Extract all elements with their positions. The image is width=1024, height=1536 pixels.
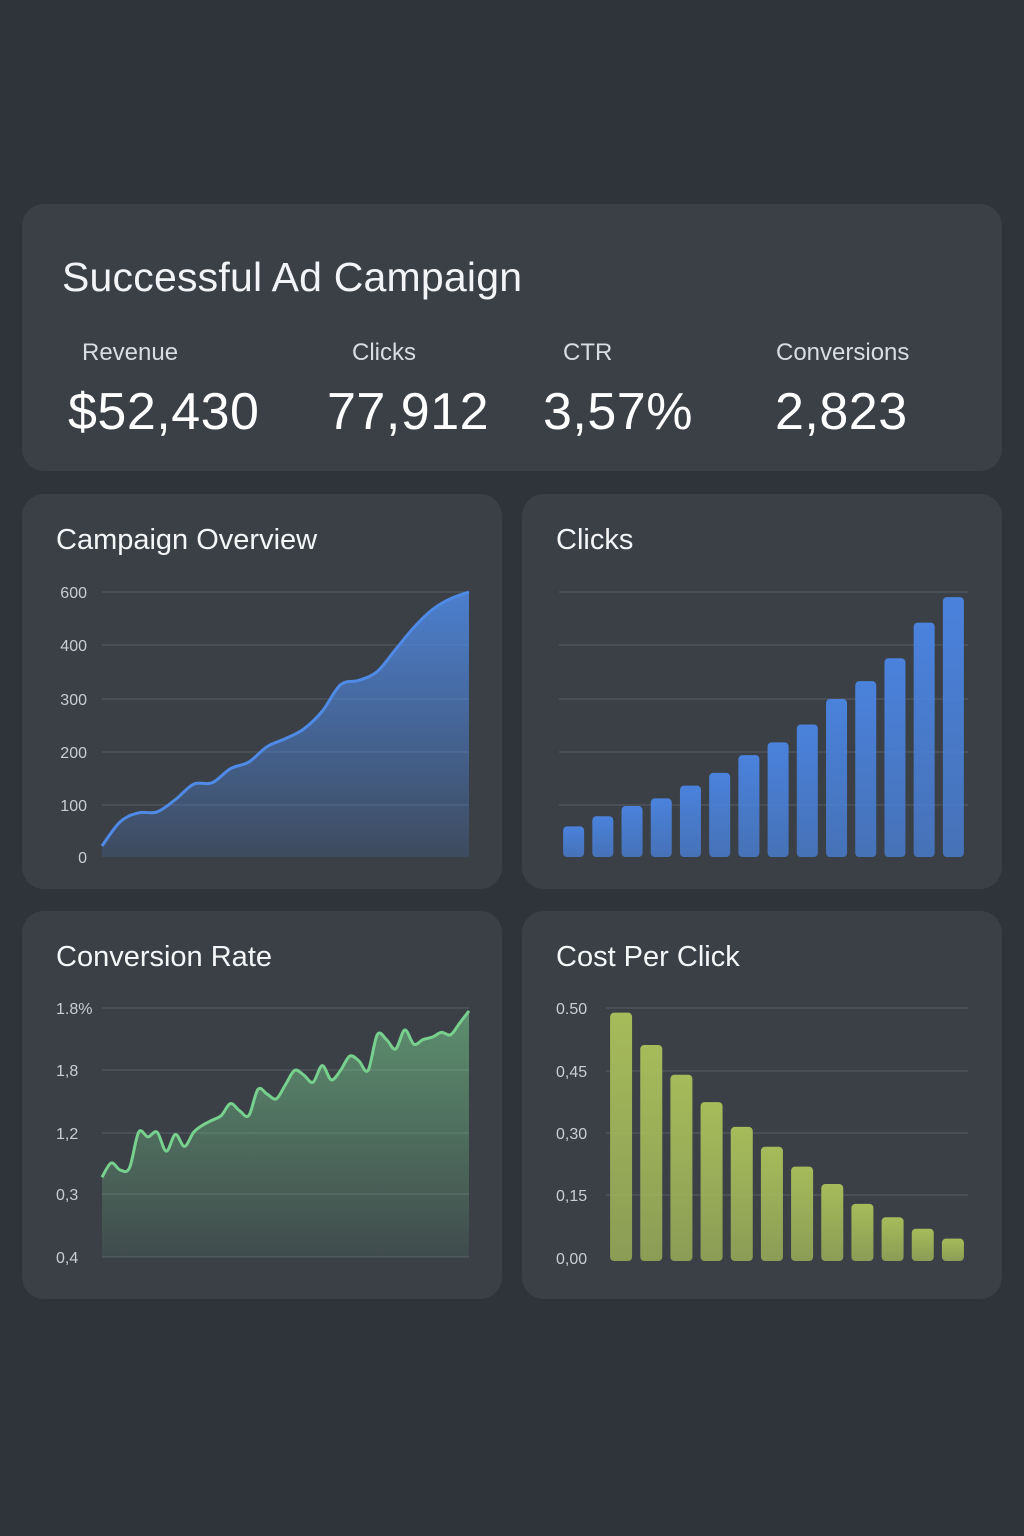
metric-value-revenue: $52,430	[68, 383, 260, 441]
cpc-bar	[700, 1102, 723, 1261]
conversion-rate-card: Conversion Rate 0,4 0,3 1,2 1,8 1.8%	[22, 911, 502, 1299]
cpc-y-tick-label: 0.50	[556, 1001, 587, 1018]
clicks-bar	[563, 826, 585, 857]
conversion-y-tick-label: 1,2	[56, 1126, 78, 1143]
cpc-bar	[851, 1203, 874, 1261]
clicks-bar	[942, 597, 964, 857]
conversion-rate-title: Conversion Rate	[56, 941, 272, 973]
cpc-bar	[610, 1012, 633, 1261]
overview-y-tick-label: 300	[60, 692, 87, 709]
metric-label-ctr: CTR	[563, 339, 613, 366]
clicks-bar	[884, 658, 906, 857]
overview-area-fill	[102, 592, 469, 857]
cost-per-click-chart: 0,00 0,15 0,30 0,45 0.50	[556, 1001, 968, 1268]
cpc-bar	[760, 1146, 783, 1261]
conversion-series-line	[100, 1010, 471, 1179]
metric-label-conversions: Conversions	[776, 339, 910, 366]
cpc-bar	[911, 1228, 934, 1261]
overview-y-tick-label: 400	[60, 638, 87, 655]
overview-y-tick-label: 600	[60, 585, 87, 602]
metric-value-conversions: 2,823	[775, 383, 908, 441]
overview-y-tick-label: 0	[78, 850, 87, 867]
campaign-overview-chart: 0 100 200 300 400 600	[60, 585, 470, 867]
clicks-bar	[913, 622, 935, 857]
cost-per-click-card: Cost Per Click 0,00 0,15 0,30 0,45 0.50	[522, 911, 1002, 1299]
cpc-y-tick-label: 0,00	[556, 1251, 587, 1268]
clicks-bar	[738, 755, 760, 857]
cpc-bar	[821, 1184, 844, 1261]
cpc-bar	[730, 1126, 753, 1261]
conversion-area-fill	[102, 1011, 469, 1257]
clicks-bar	[621, 806, 643, 857]
campaign-overview-card: Campaign Overview 0 100 200 300 400 600	[22, 494, 502, 889]
metric-value-clicks: 77,912	[327, 383, 490, 441]
overview-y-tick-label: 200	[60, 745, 87, 762]
overview-y-tick-label: 100	[60, 798, 87, 815]
metric-label-clicks: Clicks	[352, 339, 416, 366]
clicks-bar	[826, 699, 848, 857]
cpc-bar	[640, 1044, 663, 1261]
conversion-y-tick-label: 1,8	[56, 1063, 78, 1080]
campaign-overview-title: Campaign Overview	[56, 524, 318, 556]
conversion-rate-chart: 0,4 0,3 1,2 1,8 1.8%	[56, 1001, 471, 1267]
cost-per-click-title: Cost Per Click	[556, 941, 740, 973]
clicks-bar	[650, 798, 672, 857]
clicks-chart	[559, 591, 968, 857]
cpc-bar	[670, 1074, 693, 1261]
clicks-bar	[855, 681, 877, 857]
cpc-bar	[791, 1166, 814, 1261]
summary-card: Successful Ad Campaign Revenue $52,430 C…	[22, 204, 1002, 471]
cpc-y-tick-label: 0,30	[556, 1126, 587, 1143]
metric-label-revenue: Revenue	[82, 339, 179, 366]
clicks-bar	[679, 785, 701, 857]
clicks-card: Clicks	[522, 494, 1002, 889]
conversion-y-tick-label: 0,3	[56, 1187, 78, 1204]
clicks-bar	[709, 772, 731, 857]
clicks-bar	[767, 742, 789, 857]
cpc-bar	[881, 1217, 904, 1261]
metric-value-ctr: 3,57%	[543, 383, 693, 441]
clicks-chart-title: Clicks	[556, 524, 634, 556]
clicks-bar	[796, 724, 818, 857]
cpc-bar	[941, 1238, 964, 1261]
cpc-y-tick-label: 0,15	[556, 1188, 587, 1205]
overview-series-line	[100, 590, 470, 847]
conversion-y-tick-label: 0,4	[56, 1250, 78, 1267]
dashboard-title: Successful Ad Campaign	[62, 254, 523, 300]
cpc-y-tick-label: 0,45	[556, 1064, 587, 1081]
clicks-bar	[592, 816, 614, 857]
conversion-y-tick-label: 1.8%	[56, 1001, 92, 1018]
